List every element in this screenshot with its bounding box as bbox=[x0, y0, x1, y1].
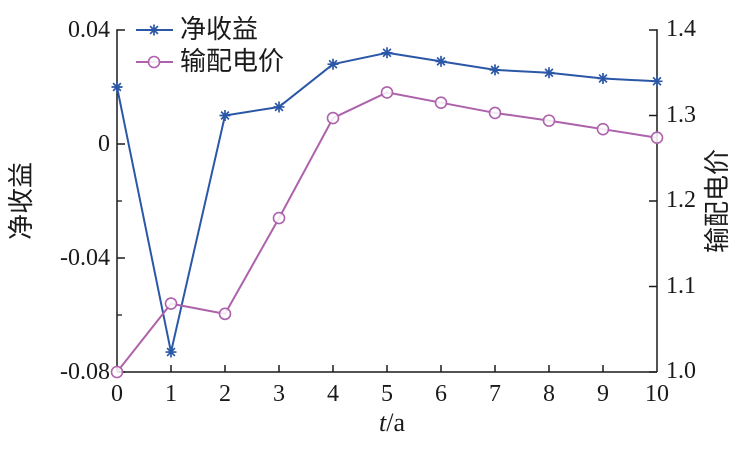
x-tick-label: 10 bbox=[645, 381, 669, 407]
series-0-asterisk-marker bbox=[327, 58, 339, 70]
x-axis-title: t/a bbox=[347, 408, 437, 438]
y-left-tick-label: 0 bbox=[98, 131, 110, 157]
x-tick-label: 5 bbox=[381, 381, 393, 407]
x-tick-label: 6 bbox=[435, 381, 447, 407]
series-1-circle-marker bbox=[596, 122, 610, 136]
series-0-asterisk-marker bbox=[165, 346, 177, 358]
y-right-tick-label: 1.3 bbox=[666, 101, 696, 128]
x-tick-label: 0 bbox=[111, 381, 123, 407]
x-tick-label: 2 bbox=[219, 381, 231, 407]
x-axis-variable: t bbox=[379, 408, 387, 437]
series-0-asterisk-marker bbox=[381, 47, 393, 59]
series-1-circle-marker bbox=[434, 96, 448, 109]
x-axis-unit: /a bbox=[386, 408, 405, 437]
y-left-tick-label: -0.08 bbox=[60, 359, 110, 385]
legend-label-transmission-price: 输配电价 bbox=[180, 47, 285, 76]
y-left-tick-label: 0.04 bbox=[68, 17, 110, 43]
x-tick-label: 1 bbox=[165, 381, 177, 407]
series-1-circle-marker bbox=[326, 111, 340, 125]
series-1-circle-marker bbox=[272, 211, 286, 225]
y-left-tick-label: -0.04 bbox=[60, 245, 110, 271]
series-0-asterisk-marker bbox=[219, 110, 231, 121]
series-1-circle-marker bbox=[164, 297, 178, 310]
series-1-circle-marker bbox=[110, 365, 124, 379]
x-tick-label: 4 bbox=[327, 381, 339, 407]
series-0-asterisk-marker bbox=[435, 55, 447, 67]
y-right-tick-label: 1.1 bbox=[666, 272, 696, 299]
series-1-circle-marker bbox=[218, 307, 232, 321]
x-tick-label: 9 bbox=[597, 381, 609, 407]
series-0-asterisk-marker bbox=[273, 101, 285, 113]
series-0-asterisk-marker bbox=[651, 75, 663, 87]
y-right-tick-label: 1.4 bbox=[666, 16, 696, 42]
left-axis-title: 净收益 bbox=[7, 161, 37, 241]
series-1-circle-marker bbox=[380, 86, 394, 99]
legend-asterisk-marker bbox=[148, 24, 160, 36]
series-1-circle-marker bbox=[488, 106, 502, 120]
series-0-asterisk-marker bbox=[111, 81, 123, 93]
series-0-asterisk-marker bbox=[543, 67, 555, 79]
series-0-asterisk-marker bbox=[597, 72, 609, 84]
x-tick-label: 3 bbox=[273, 381, 285, 407]
x-tick-label: 7 bbox=[489, 381, 501, 407]
y-right-tick-label: 1.2 bbox=[666, 187, 696, 213]
x-tick-label: 8 bbox=[543, 381, 555, 407]
series-1-circle-marker bbox=[542, 114, 556, 127]
legend-circle-marker bbox=[147, 55, 161, 69]
series-1-circle-marker bbox=[650, 131, 664, 145]
y-right-tick-label: 1.0 bbox=[666, 358, 696, 384]
series-0-asterisk-marker bbox=[489, 64, 501, 76]
legend-label-net-income: 净收益 bbox=[180, 15, 259, 44]
